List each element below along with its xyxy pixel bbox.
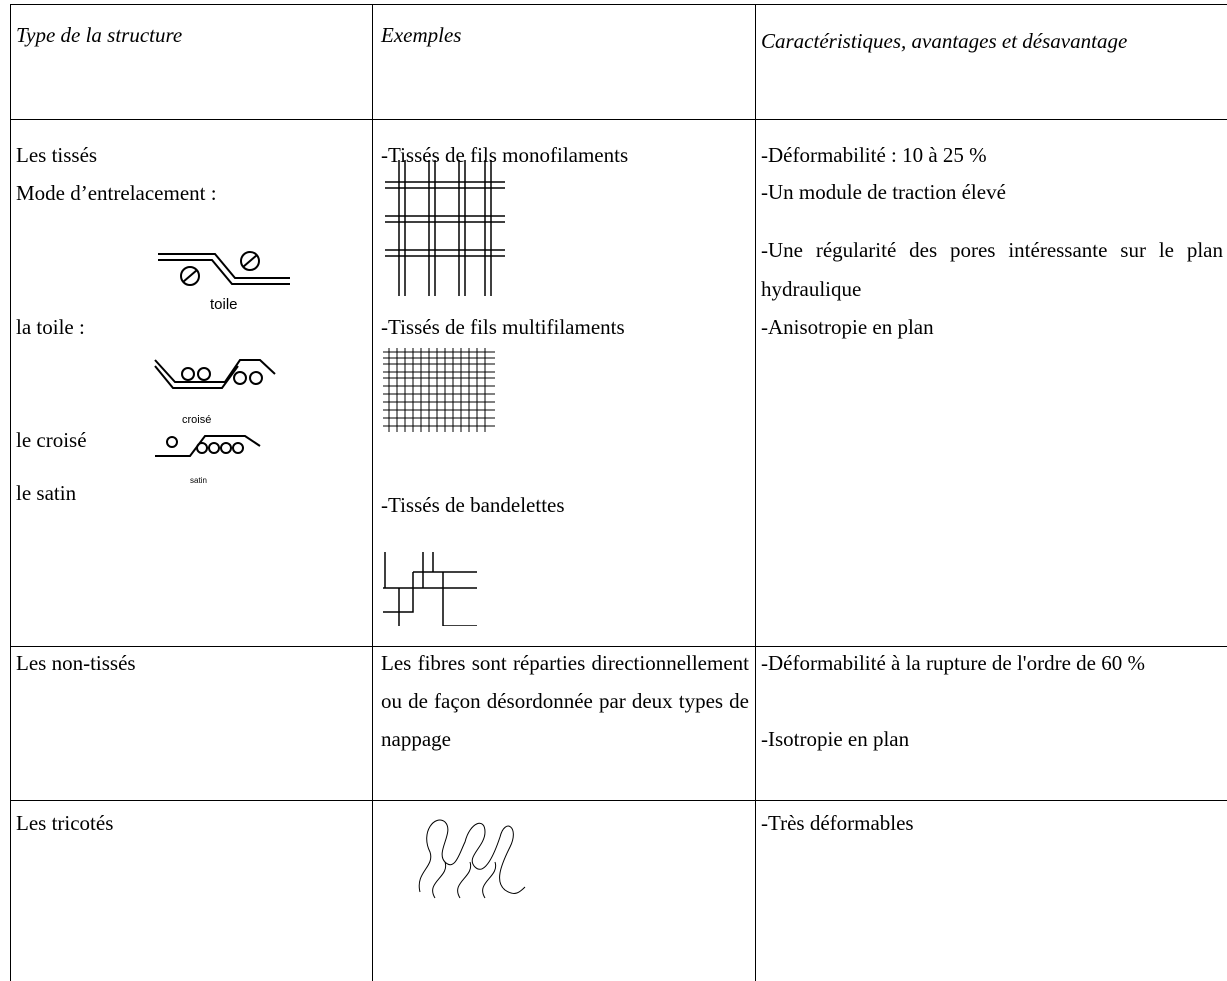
feature: -Une régularité des pores intéressante s… xyxy=(761,238,1223,301)
border xyxy=(10,4,1227,5)
border xyxy=(10,4,11,981)
header-cell: Exemples xyxy=(381,23,462,47)
structure-subtitle: Mode d’entrelacement : xyxy=(16,181,217,205)
satin-icon xyxy=(155,435,261,457)
structure-title: Les tissés xyxy=(16,143,98,167)
mode-caption: satin xyxy=(190,476,207,485)
croise-icon xyxy=(154,359,276,389)
mode-caption: toile xyxy=(210,296,238,313)
header-cell: Caractéristiques, avantages et désavanta… xyxy=(761,29,1128,53)
example: -Tissés de fils monofilaments xyxy=(381,143,629,167)
border xyxy=(372,4,373,981)
multifilament-icon xyxy=(383,348,495,432)
mode-label: le satin xyxy=(16,481,77,505)
mode-label: la toile : xyxy=(16,315,85,339)
mode-label: le croisé xyxy=(16,428,87,452)
feature: -Anisotropie en plan xyxy=(761,315,934,339)
feature: -Déformabilité à la rupture de l'ordre d… xyxy=(761,651,1145,675)
border xyxy=(10,119,1227,120)
knit-icon xyxy=(418,819,526,899)
border xyxy=(10,800,1227,801)
feature: -Déformabilité : 10 à 25 % xyxy=(761,143,987,167)
feature: -Un module de traction élevé xyxy=(761,180,1006,204)
feature: -Isotropie en plan xyxy=(761,727,910,751)
monofilament-icon xyxy=(385,160,505,296)
feature: -Très déformables xyxy=(761,811,914,835)
border xyxy=(10,646,1227,647)
header-cell: Type de la structure xyxy=(16,23,183,47)
mode-caption: croisé xyxy=(182,414,212,426)
toile-icon xyxy=(158,251,290,286)
example: -Tissés de bandelettes xyxy=(381,493,565,517)
bandelette-icon xyxy=(383,552,477,626)
example: Les fibres sont réparties directionnelle… xyxy=(381,651,749,751)
example: -Tissés de fils multifilaments xyxy=(381,315,625,339)
border xyxy=(755,4,756,981)
structure-title: Les tricotés xyxy=(16,811,114,835)
structure-title: Les non-tissés xyxy=(16,651,136,675)
